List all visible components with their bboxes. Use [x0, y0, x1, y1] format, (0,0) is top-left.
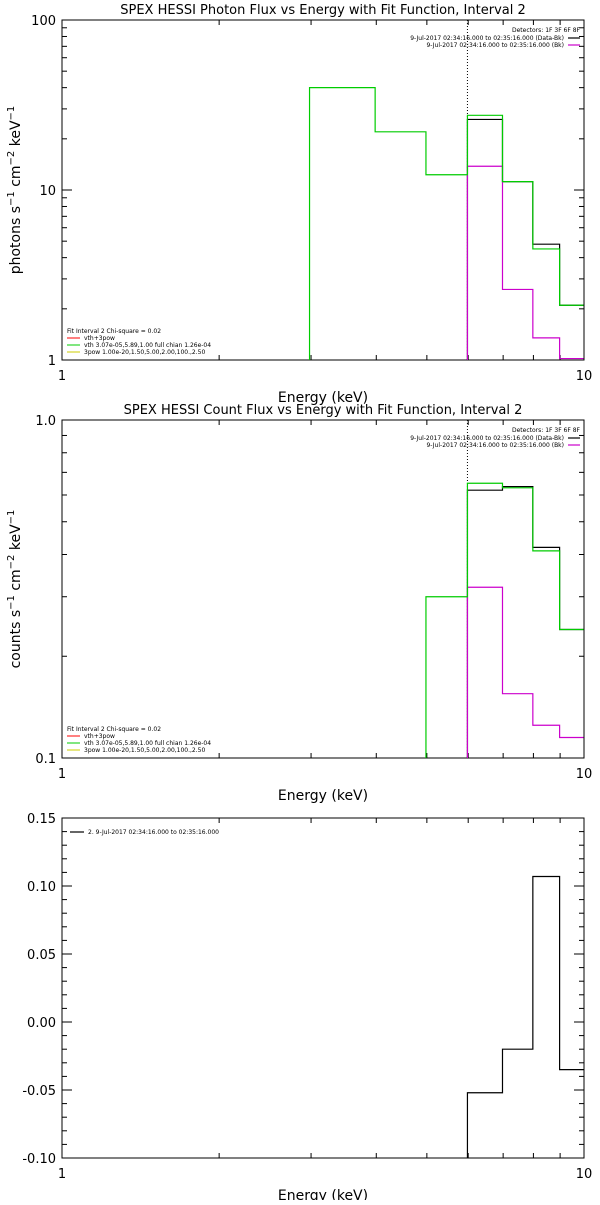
fit-legend-header: Fit Interval 2 Chi-square = 0.02: [67, 328, 161, 335]
x-tick-label: 1: [58, 369, 66, 384]
y-tick-label: 0.1: [35, 752, 56, 767]
plot-frame: [61, 419, 585, 759]
chart-title: SPEX HESSI Count Flux vs Energy with Fit…: [124, 403, 523, 418]
y-tick-label: 0.05: [27, 948, 56, 963]
legend-entry: 9-Jul-2017 02:34:16.000 to 02:35:16.000 …: [426, 42, 564, 49]
chart-panel-1: photons s−1 cm−2 keV−1: [6, 19, 585, 361]
series-bk: [466, 586, 584, 758]
y-tick-label: 0.10: [27, 880, 56, 895]
x-tick-label: 1: [58, 767, 66, 782]
series-fit: [308, 87, 584, 360]
series-fit: [425, 482, 584, 758]
series-line: [466, 118, 584, 360]
fit-legend-entry: 3pow 1.00e-20,1.50,5.00,2.00,100.,2.50: [84, 747, 205, 754]
series-data-bk: [466, 118, 584, 360]
y-axis-label: photons s−1 cm−2 keV−1: [6, 106, 24, 275]
fit-legend-entry: vth 3.07e-05,5.89,1.00 full chian 1.26e-…: [84, 342, 211, 349]
y-axis-label: counts s−1 cm−2 keV−1: [6, 510, 24, 669]
series-line: [466, 165, 584, 360]
series-residuals: [466, 875, 584, 1158]
chart-title: SPEX HESSI Photon Flux vs Energy with Fi…: [120, 3, 526, 18]
y-tick-label: 1: [48, 354, 56, 369]
fit-legend-header: Fit Interval 2 Chi-square = 0.02: [67, 726, 161, 733]
x-axis-label: Energy (keV): [278, 788, 368, 804]
series-line: [466, 875, 584, 1158]
x-tick-label: 10: [576, 369, 593, 384]
chart-panel-2: counts s−1 cm−2 keV−1: [6, 419, 585, 759]
series-line: [308, 87, 584, 360]
y-tick-label: 1.0: [35, 414, 56, 429]
plot-frame: [61, 19, 585, 361]
y-tick-label: 10: [39, 184, 56, 199]
y-tick-label: -0.10: [22, 1152, 56, 1167]
fit-legend-entry: vth+3pow: [84, 335, 115, 342]
x-tick-label: 10: [576, 767, 593, 782]
series-bk: [466, 165, 584, 360]
x-tick-label: 10: [576, 1167, 593, 1182]
legend-header: Detectors: 1F 3F 6F 8F: [512, 427, 581, 434]
series-line: [425, 482, 584, 758]
series-data-bk: [466, 486, 584, 758]
y-tick-label: 100: [31, 14, 56, 29]
legend-entry: 9-Jul-2017 02:34:16.000 to 02:35:16.000 …: [410, 35, 564, 42]
y-tick-label: -0.05: [22, 1084, 56, 1099]
series-line: [466, 486, 584, 758]
fit-legend-entry: vth 3.07e-05,5.89,1.00 full chian 1.26e-…: [84, 740, 211, 747]
chart-panel-3: [61, 817, 585, 1159]
plot-frame: [61, 817, 585, 1159]
legend-entry: 2. 9-Jul-2017 02:34:16.000 to 02:35:16.0…: [88, 829, 219, 836]
fit-legend-entry: vth+3pow: [84, 733, 115, 740]
y-tick-label: 0.15: [27, 812, 56, 827]
series-line: [466, 586, 584, 758]
legend-header: Detectors: 1F 3F 6F 8F: [512, 27, 581, 34]
x-axis-label: Energy (keV): [278, 1188, 368, 1200]
legend-entry: 9-Jul-2017 02:34:16.000 to 02:35:16.000 …: [410, 435, 564, 442]
y-tick-label: 0.00: [27, 1016, 56, 1031]
x-axis-label: Energy (keV): [278, 390, 368, 406]
x-tick-label: 1: [58, 1167, 66, 1182]
fit-legend-entry: 3pow 1.00e-20,1.50,5.00,2.00,100.,2.50: [84, 349, 205, 356]
legend-entry: 9-Jul-2017 02:34:16.000 to 02:35:16.000 …: [426, 442, 564, 449]
